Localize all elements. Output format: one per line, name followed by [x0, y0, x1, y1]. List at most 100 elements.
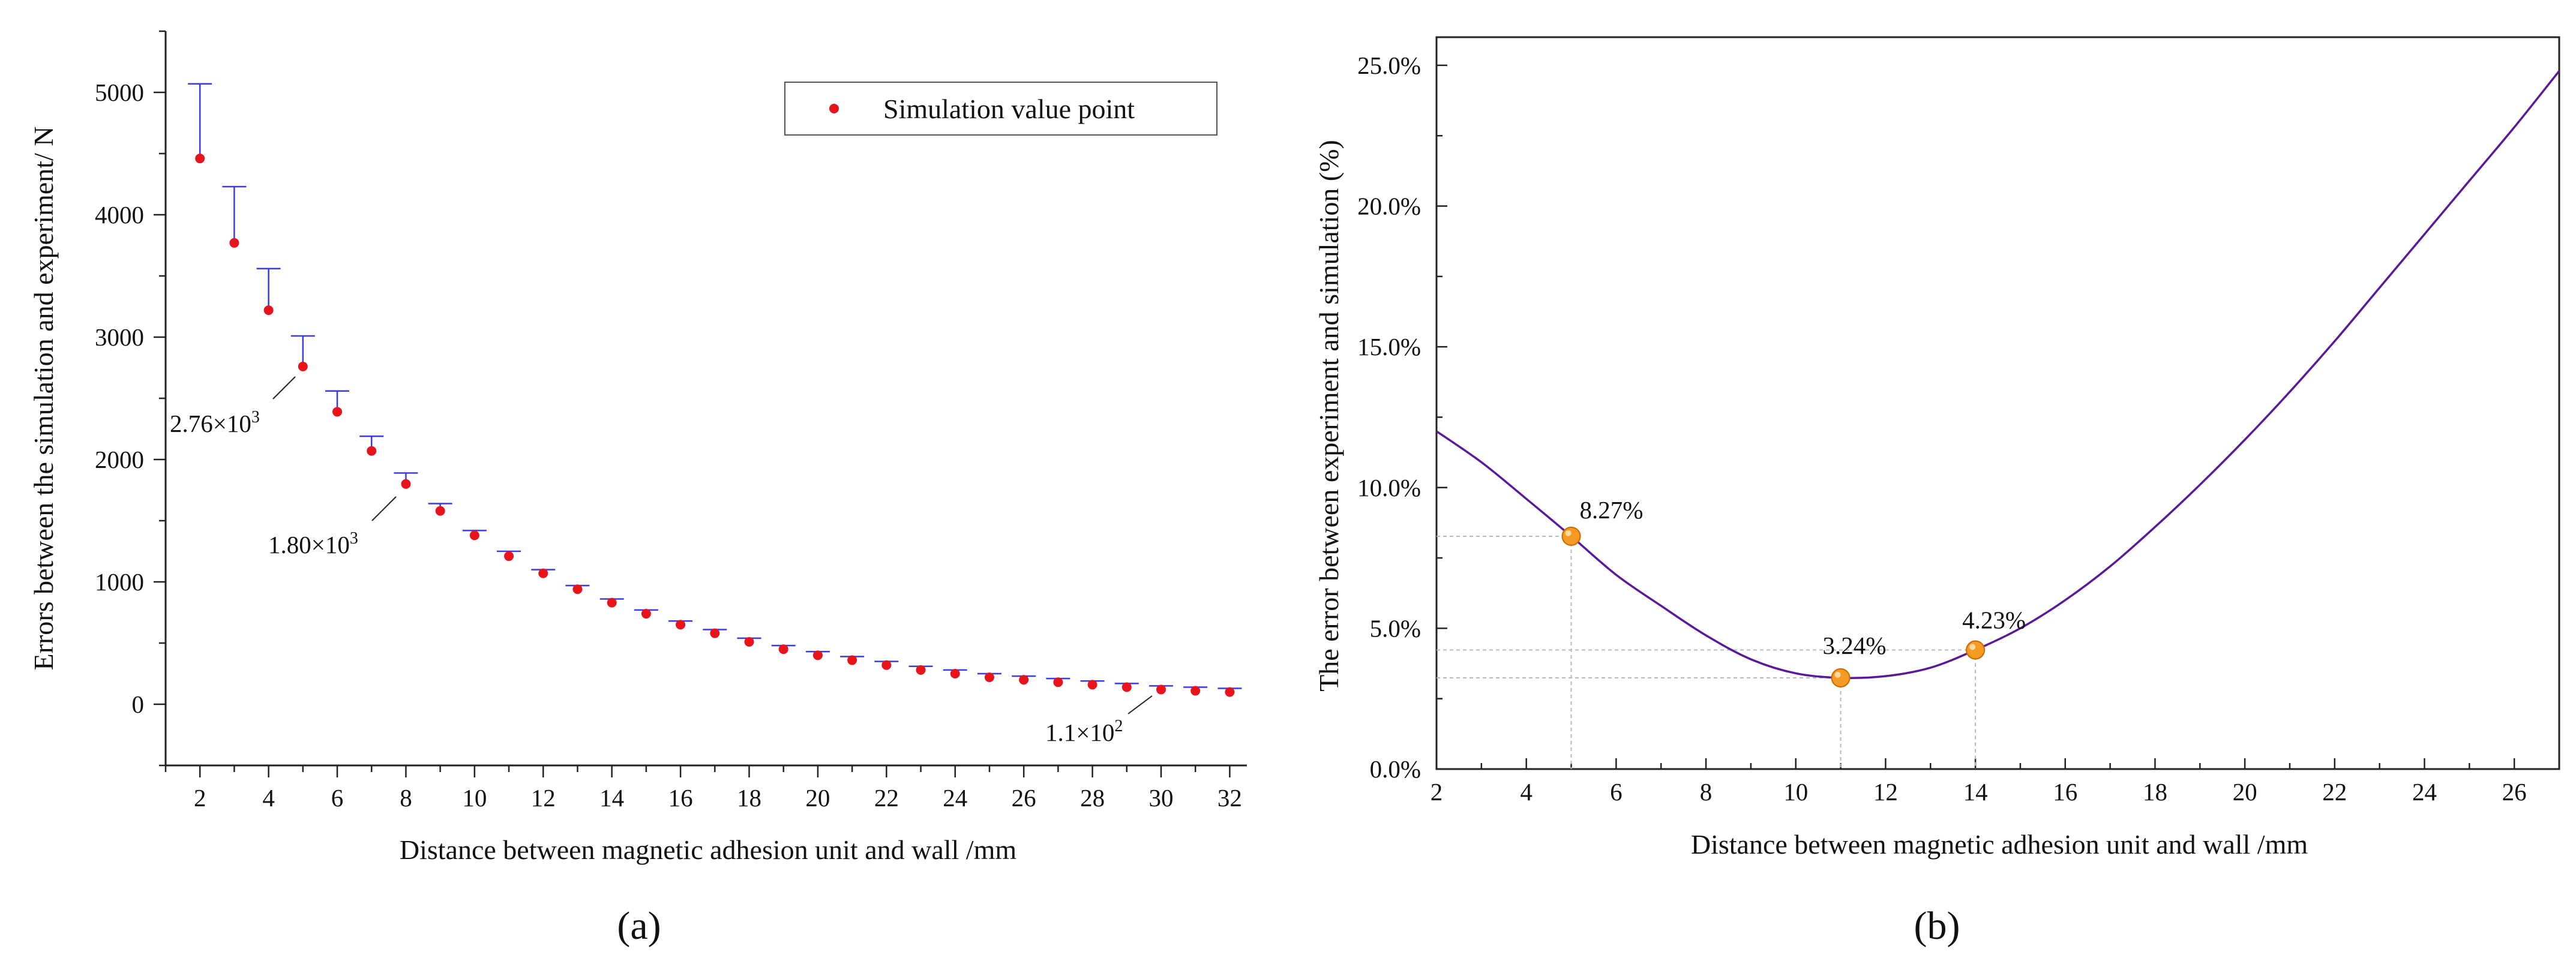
simulation-point [1019, 675, 1029, 685]
annotation-leader [1127, 695, 1153, 714]
panel-b-plot-frame [1435, 36, 2560, 770]
panel-a-x-tick-label: 26 [1012, 784, 1036, 812]
panel-a-x-tick-label: 14 [599, 784, 624, 812]
annotation-exponent: 3 [350, 529, 358, 548]
panel-a-x-tick-label: 16 [668, 784, 693, 812]
legend-marker [829, 104, 839, 113]
annotation-exponent: 2 [1114, 717, 1123, 735]
highlight-marker [1831, 668, 1851, 687]
simulation-point [1190, 686, 1201, 696]
panel-a: Distance between magnetic adhesion unit … [28, 30, 1247, 948]
panel-a-y-tick-label: 2000 [95, 446, 144, 473]
highlight-marker [1966, 640, 1986, 660]
panel-a-x-tick-label: 20 [805, 784, 830, 812]
panel-b-x-tick-label: 24 [2412, 778, 2437, 806]
annotation-label: 1.1×102 [1045, 717, 1123, 746]
simulation-point [572, 584, 583, 594]
panel-b: Distance between magnetic adhesion unit … [1314, 36, 2560, 948]
highlight-marker-shine [1565, 530, 1572, 536]
panel-b-caption: (b) [1914, 904, 1960, 948]
simulation-point [401, 479, 411, 489]
panel-a-y-tick-label: 1000 [95, 568, 144, 596]
simulation-point [1225, 687, 1235, 697]
panel-b-y-tick-label: 25.0% [1357, 52, 1421, 79]
panel-a-x-tick-label: 4 [262, 784, 275, 812]
simulation-point [744, 636, 754, 647]
panel-b-x-tick-label: 26 [2502, 778, 2527, 806]
panel-a-x-tick-label: 12 [531, 784, 556, 812]
annotation-text: 2.76×10 [170, 410, 251, 437]
panel-a-ylabel: Errors between the simulation and experi… [28, 127, 59, 671]
annotation-label: 1.80×103 [268, 529, 358, 558]
annotation-leader [371, 496, 397, 521]
simulation-point [435, 506, 445, 516]
simulation-point [812, 650, 823, 660]
panel-b-x-tick-label: 18 [2143, 778, 2167, 806]
panel-b-x-tick-label: 8 [1700, 778, 1713, 806]
panel-b-x-tick-label: 4 [1520, 778, 1533, 806]
simulation-point [950, 669, 960, 678]
panel-a-caption: (a) [617, 904, 661, 948]
highlight-label: 4.23% [1962, 606, 2026, 634]
panel-b-x-tick-label: 10 [1783, 778, 1808, 806]
highlight-marker-shine [1834, 671, 1841, 678]
panel-a-x-tick-label: 30 [1148, 784, 1173, 812]
simulation-point [916, 665, 926, 675]
annotation-label: 2.76×103 [170, 408, 260, 437]
simulation-point [881, 660, 892, 670]
panel-b-ylabel: The error between experiment and simulat… [1314, 140, 1344, 692]
simulation-point [195, 154, 205, 164]
panel-a-y-tick-label: 3000 [95, 323, 144, 351]
highlight-label: 3.24% [1823, 632, 1887, 659]
panel-a-x-tick-label: 18 [737, 784, 761, 812]
panel-b-y-tick-label: 0.0% [1370, 755, 1421, 783]
simulation-point [607, 597, 617, 608]
simulation-point [1156, 684, 1166, 695]
simulation-point [778, 644, 788, 654]
simulation-point [1121, 682, 1132, 692]
highlight-marker-shine [1969, 644, 1976, 650]
simulation-point [367, 446, 377, 456]
simulation-point [504, 551, 514, 561]
simulation-point [641, 609, 651, 619]
panel-a-x-tick-label: 6 [331, 784, 344, 812]
panel-b-x-tick-label: 2 [1431, 778, 1443, 806]
panel-a-x-tick-label: 10 [462, 784, 487, 812]
highlight-marker [1561, 526, 1581, 546]
panel-b-y-tick-label: 5.0% [1370, 614, 1421, 642]
annotation-exponent: 3 [251, 408, 260, 427]
simulation-point [676, 620, 686, 630]
panel-b-x-tick-label: 12 [1873, 778, 1898, 806]
panel-a-x-tick-label: 8 [400, 784, 412, 812]
panel-b-xlabel: Distance between magnetic adhesion unit … [1691, 829, 2308, 860]
panel-b-x-tick-label: 16 [2053, 778, 2077, 806]
panel-a-x-tick-label: 32 [1217, 784, 1242, 812]
annotation-leader [272, 376, 296, 400]
panel-b-y-tick-label: 10.0% [1357, 474, 1421, 501]
annotation-text: 1.80×10 [268, 531, 350, 558]
panel-b-y-tick-label: 20.0% [1357, 193, 1421, 220]
simulation-point [1087, 680, 1097, 690]
legend-box [784, 82, 1217, 136]
panel-b-x-tick-label: 22 [2322, 778, 2347, 806]
panel-a-y-tick-label: 5000 [95, 79, 144, 106]
panel-a-x-tick-label: 2 [194, 784, 206, 812]
simulation-point [1053, 677, 1063, 687]
annotation-text: 1.1×10 [1045, 719, 1114, 746]
highlight-label: 8.27% [1580, 496, 1644, 524]
panel-a-x-tick-label: 22 [874, 784, 899, 812]
simulation-point [984, 672, 994, 683]
panel-a-y-tick-label: 4000 [95, 201, 144, 229]
simulation-point [847, 655, 857, 665]
legend-label: Simulation value point [883, 94, 1135, 124]
panel-b-x-tick-label: 20 [2233, 778, 2257, 806]
simulation-point [332, 407, 343, 417]
simulation-point [298, 361, 308, 371]
panel-b-x-tick-label: 14 [1963, 778, 1988, 806]
panel-a-y-tick-label: 0 [132, 690, 145, 718]
panel-a-x-tick-label: 28 [1080, 784, 1105, 812]
simulation-point [229, 238, 239, 248]
simulation-point [710, 628, 720, 638]
